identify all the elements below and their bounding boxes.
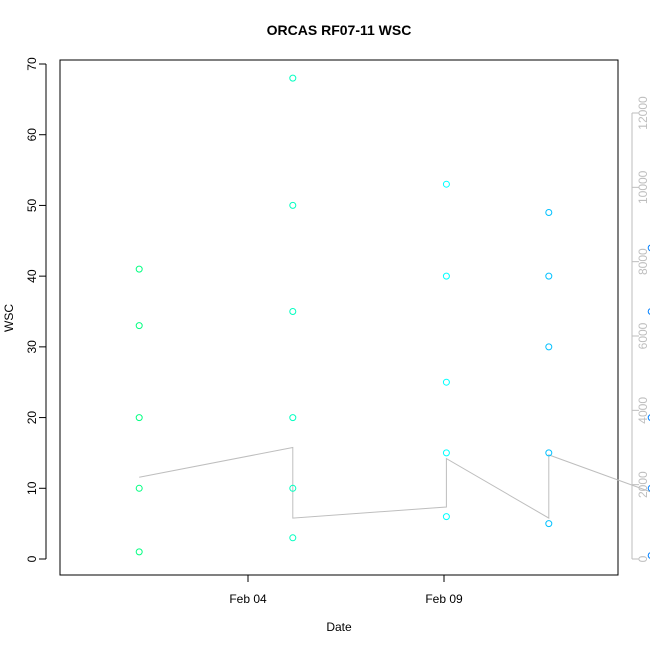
data-point	[442, 513, 450, 521]
y-tick-label: 40	[25, 269, 39, 283]
data-point	[647, 244, 650, 252]
secondary-y-axis: 0 2000 4000 6000 8000 10000 12000	[631, 96, 650, 562]
plot-frame	[59, 59, 619, 576]
y2-tick-label: 0	[636, 555, 650, 562]
data-point	[442, 272, 450, 280]
x-axis: Feb 04 Feb 09	[229, 575, 463, 606]
y2-tick-label: 8000	[636, 248, 650, 275]
data-point	[647, 485, 650, 492]
x-axis-label: Date	[326, 620, 352, 634]
x-tick-label: Feb 04	[229, 592, 267, 606]
y-tick-label: 10	[25, 481, 39, 495]
y2-tick-label: 2000	[636, 471, 650, 498]
data-point	[289, 414, 297, 422]
data-point	[442, 378, 450, 386]
series-1	[135, 265, 143, 556]
y-tick-label: 50	[25, 198, 39, 212]
data-point	[647, 552, 650, 559]
y2-tick-label: 12000	[636, 96, 650, 130]
data-point	[442, 449, 450, 457]
series-5	[647, 244, 650, 559]
y-tick-label: 30	[25, 340, 39, 354]
data-point	[289, 74, 297, 82]
data-point	[545, 520, 553, 528]
y-axis-label: WSC	[2, 304, 16, 332]
chart-title: ORCAS RF07-11 WSC	[267, 22, 412, 38]
data-point	[289, 308, 297, 315]
series-3	[442, 180, 450, 521]
y-tick-label: 70	[25, 57, 39, 71]
data-point	[135, 265, 143, 273]
data-point	[545, 209, 553, 216]
y-axis: 0 10 20 30 40 50 60 70	[25, 57, 47, 562]
data-point	[545, 343, 553, 351]
y-tick-label: 0	[25, 555, 39, 562]
data-point	[647, 308, 650, 315]
y2-tick-label: 4000	[636, 397, 650, 424]
data-point	[289, 534, 297, 542]
x-tick-label: Feb 09	[425, 592, 463, 606]
secondary-series-line	[139, 446, 650, 519]
y-tick-label: 60	[25, 128, 39, 142]
data-point	[289, 484, 297, 492]
data-point	[545, 449, 553, 457]
data-point	[647, 414, 650, 421]
plot-area	[135, 74, 650, 559]
y-tick-label: 20	[25, 411, 39, 425]
data-point	[135, 322, 143, 330]
data-point	[442, 180, 450, 188]
data-point	[289, 201, 297, 209]
y2-tick-label: 10000	[636, 170, 650, 204]
series-2	[289, 74, 297, 542]
data-point	[545, 272, 553, 280]
y2-tick-label: 6000	[636, 322, 650, 349]
data-point	[135, 548, 143, 556]
data-point	[135, 414, 143, 422]
data-point	[135, 484, 143, 492]
series-4	[545, 209, 553, 528]
